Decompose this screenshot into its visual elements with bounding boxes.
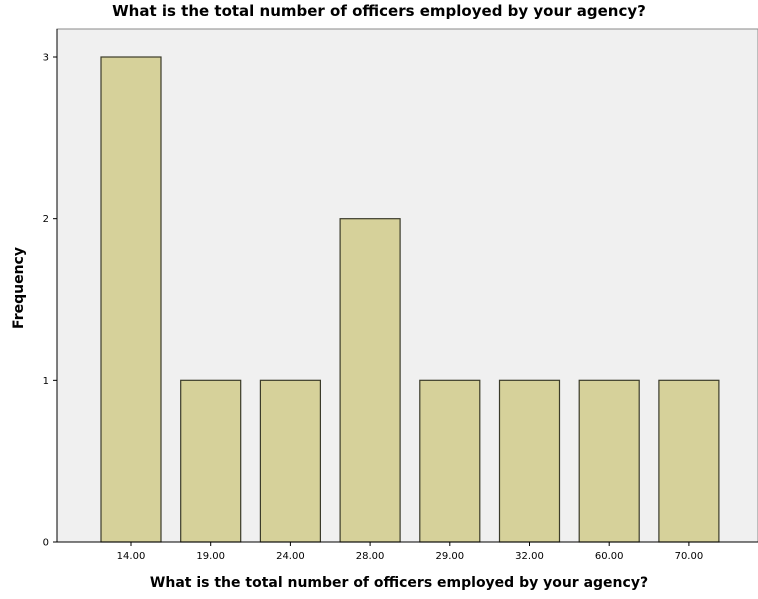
bar-5 — [498, 379, 561, 543]
x-tick-label: 24.00 — [276, 551, 305, 562]
x-tick-label: 70.00 — [675, 551, 704, 562]
bar-6 — [578, 379, 640, 543]
x-tick-label: 60.00 — [595, 551, 624, 562]
bar-7 — [658, 379, 720, 543]
y-tick-label: 2 — [43, 214, 49, 225]
x-tick-label: 19.00 — [196, 551, 225, 562]
y-tick-label: 0 — [43, 538, 49, 549]
x-tick-label: 14.00 — [117, 551, 146, 562]
plot-area — [56, 28, 758, 543]
x-tick-label: 28.00 — [356, 551, 385, 562]
bar-1 — [180, 379, 242, 543]
y-tick-label: 3 — [43, 53, 49, 64]
bar-0 — [100, 56, 162, 543]
chart-title: What is the total number of officers emp… — [112, 2, 646, 20]
x-tick-label: 29.00 — [435, 551, 464, 562]
y-tick-label: 1 — [43, 376, 49, 387]
x-tick-label: 32.00 — [515, 551, 544, 562]
bar-2 — [259, 379, 321, 543]
bar-4 — [419, 379, 481, 543]
bar-3 — [339, 218, 401, 543]
x-axis-label: What is the total number of officers emp… — [149, 575, 649, 591]
